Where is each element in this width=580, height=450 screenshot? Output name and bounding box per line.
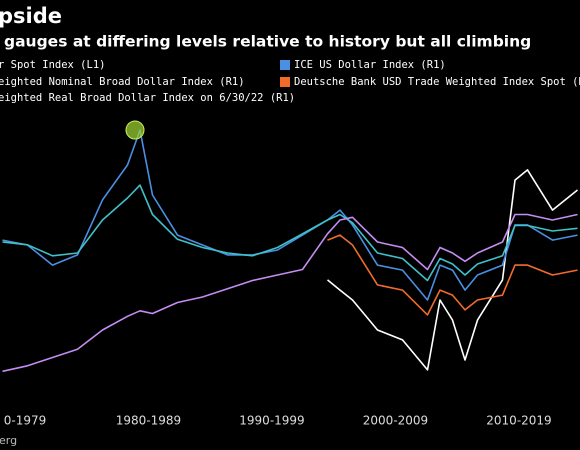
source: erg (0, 434, 17, 447)
legend-swatch (280, 60, 290, 70)
series-line (2, 129, 578, 301)
chart-title: pside (0, 4, 62, 28)
series-line (2, 184, 578, 282)
legend-label: r Spot Index (L1) (0, 59, 105, 71)
legend-label: eighted Real Broad Dollar Index on 6/30/… (0, 92, 295, 104)
series-line (2, 213, 578, 373)
legend-label: Deutsche Bank USD Trade Weighted Index S… (294, 76, 580, 88)
x-tick-label: 2010-2019 (486, 414, 551, 428)
x-tick-label: 1990-1999 (239, 414, 304, 428)
legend-label: eighted Nominal Broad Dollar Index (R1) (0, 76, 245, 88)
legend-label: ICE US Dollar Index (R1) (294, 59, 446, 71)
x-tick-label: 1980-1989 (116, 414, 181, 428)
series-line (327, 234, 578, 316)
x-tick-label: 0-1979 (4, 414, 47, 428)
chart-subtitle: gauges at differing levels relative to h… (4, 33, 531, 51)
series-line (326, 169, 579, 371)
x-tick-label: 2000-2009 (363, 414, 428, 428)
legend-swatch (280, 77, 290, 87)
highlight (125, 120, 145, 140)
